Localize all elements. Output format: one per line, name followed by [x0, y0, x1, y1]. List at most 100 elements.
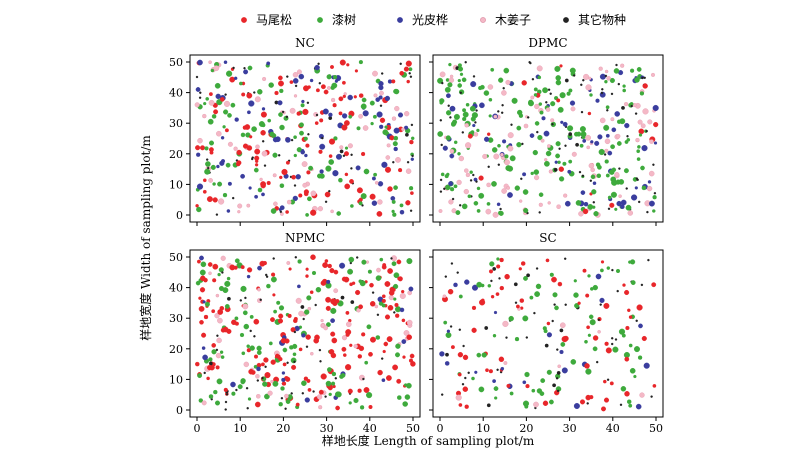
- point: [459, 204, 462, 207]
- point: [333, 136, 338, 141]
- point: [457, 78, 461, 83]
- point: [319, 169, 324, 174]
- legend-item: 马尾松: [241, 13, 292, 27]
- point: [555, 141, 561, 147]
- legend-marker: [563, 17, 569, 23]
- point: [326, 279, 331, 284]
- point: [541, 116, 546, 121]
- point: [345, 364, 352, 371]
- point: [446, 329, 451, 333]
- point: [585, 293, 590, 298]
- point: [476, 208, 481, 213]
- point: [614, 172, 620, 177]
- point: [240, 285, 247, 292]
- point: [625, 325, 630, 331]
- point: [399, 62, 402, 65]
- point: [359, 405, 365, 410]
- point: [353, 397, 359, 404]
- point: [409, 353, 415, 359]
- point: [516, 125, 522, 131]
- point: [203, 371, 206, 375]
- point: [445, 352, 449, 357]
- point: [257, 265, 262, 271]
- point: [606, 266, 611, 270]
- point: [476, 352, 482, 358]
- point: [544, 160, 550, 167]
- point: [212, 263, 219, 270]
- point: [445, 135, 451, 141]
- point: [202, 300, 206, 304]
- point: [259, 298, 262, 301]
- point: [503, 67, 510, 74]
- point: [622, 88, 627, 93]
- point: [484, 326, 489, 330]
- point: [224, 280, 231, 287]
- point: [246, 267, 253, 273]
- point: [563, 335, 569, 342]
- point: [374, 304, 379, 309]
- point: [462, 111, 469, 118]
- point: [605, 105, 610, 110]
- point: [406, 79, 410, 84]
- point: [198, 96, 202, 99]
- point: [383, 341, 389, 347]
- point: [491, 181, 497, 187]
- point: [253, 354, 259, 359]
- point: [277, 100, 283, 106]
- point: [410, 123, 414, 127]
- point: [374, 180, 379, 185]
- point: [325, 165, 332, 172]
- point: [305, 143, 310, 148]
- point: [603, 302, 610, 309]
- point: [285, 399, 291, 404]
- point: [488, 114, 492, 118]
- point: [627, 210, 634, 216]
- point: [265, 273, 268, 277]
- point: [392, 212, 397, 217]
- point: [478, 175, 484, 181]
- point: [344, 120, 350, 126]
- legend-label: 其它物种: [578, 12, 626, 27]
- point: [280, 337, 287, 344]
- point: [487, 165, 490, 169]
- point: [227, 181, 232, 186]
- point: [393, 283, 399, 290]
- point: [272, 380, 279, 387]
- point: [217, 317, 223, 324]
- point: [469, 170, 473, 174]
- point: [377, 199, 383, 205]
- point: [271, 272, 276, 277]
- point: [449, 74, 454, 79]
- point: [284, 393, 289, 399]
- point: [624, 289, 630, 296]
- point: [475, 109, 478, 112]
- point: [585, 134, 591, 141]
- point: [369, 301, 376, 307]
- point: [518, 267, 522, 271]
- point: [224, 408, 227, 411]
- point: [314, 64, 320, 71]
- y-tick-label: 0: [176, 209, 183, 222]
- point: [531, 388, 536, 393]
- point: [562, 161, 567, 166]
- point: [358, 60, 363, 65]
- point: [560, 120, 564, 124]
- point: [506, 383, 511, 388]
- point: [208, 357, 213, 362]
- point: [203, 101, 207, 106]
- point: [555, 377, 559, 380]
- point: [272, 173, 277, 178]
- point: [321, 136, 324, 140]
- point: [278, 80, 284, 87]
- point: [592, 346, 598, 352]
- point: [248, 186, 252, 190]
- point: [551, 276, 557, 283]
- point: [264, 365, 267, 368]
- point: [443, 320, 448, 325]
- point: [556, 98, 561, 103]
- point: [573, 292, 579, 298]
- point: [534, 103, 540, 110]
- point: [248, 368, 254, 375]
- point: [360, 103, 367, 110]
- point: [618, 167, 621, 170]
